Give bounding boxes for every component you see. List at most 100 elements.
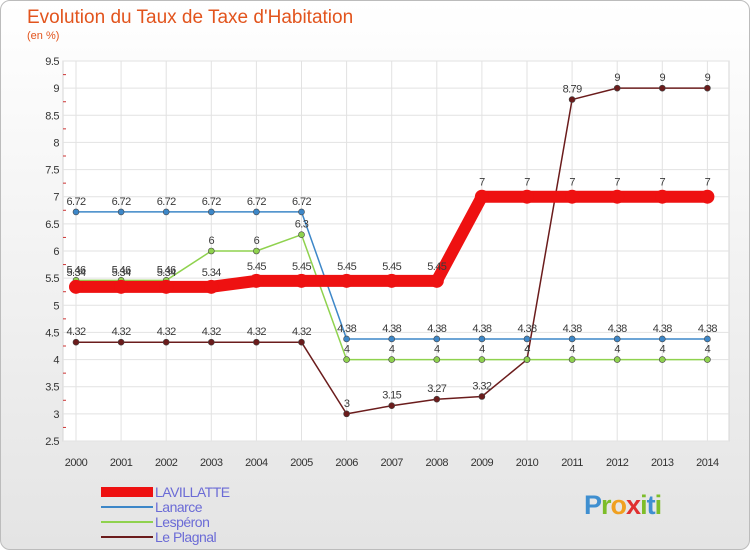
x-tick-label: 2001 <box>110 457 133 469</box>
data-label: 5.34 <box>157 267 176 279</box>
data-label: 4.32 <box>247 326 266 338</box>
y-tick-label: 3.5 <box>45 382 59 394</box>
data-label: 5.46 <box>112 264 131 276</box>
data-label: 6.72 <box>66 196 85 208</box>
data-point <box>433 356 441 363</box>
x-tick-label: 2007 <box>380 457 403 469</box>
data-point <box>568 96 576 103</box>
data-label: 4 <box>479 344 485 356</box>
y-tick-label: 3 <box>53 409 59 421</box>
y-tick-label: 8.5 <box>45 110 59 122</box>
data-point <box>117 338 125 346</box>
data-point <box>429 273 444 288</box>
data-label: 3.27 <box>427 383 446 395</box>
legend-swatch <box>101 486 153 497</box>
data-point <box>388 402 396 410</box>
y-tick-label: 9 <box>53 83 59 95</box>
data-point <box>298 208 305 216</box>
chart-title: Evolution du Taux de Taxe d'Habitation <box>27 7 354 28</box>
data-point <box>568 335 576 343</box>
data-point <box>253 208 260 216</box>
legend-item: Lanarce <box>101 499 230 515</box>
data-point <box>72 338 80 346</box>
data-label: 5.45 <box>337 261 356 273</box>
data-label: 7 <box>569 177 575 189</box>
data-point <box>388 356 396 363</box>
data-point <box>204 279 219 294</box>
data-point <box>343 335 350 343</box>
y-tick-label: 6.5 <box>45 219 59 231</box>
x-tick-label: 2014 <box>696 457 719 469</box>
y-tick-label: 6 <box>53 246 59 258</box>
x-tick-label: 2000 <box>65 457 88 469</box>
data-point <box>523 356 531 363</box>
data-label: 5.34 <box>112 267 131 279</box>
data-label: 7 <box>524 177 530 189</box>
logo-letter: i <box>640 490 647 520</box>
data-label: 3.32 <box>472 380 491 392</box>
data-label: 4.38 <box>382 323 401 335</box>
data-point <box>658 84 666 92</box>
data-point <box>433 335 441 343</box>
y-tick-label: 2.5 <box>45 436 59 448</box>
data-label: 5.46 <box>66 264 85 276</box>
logo-letter: x <box>626 490 641 520</box>
data-label: 6.72 <box>292 196 311 208</box>
data-label: 5.45 <box>382 261 401 273</box>
data-point <box>700 189 715 204</box>
data-label: 4.38 <box>427 323 446 335</box>
data-point <box>478 335 486 343</box>
data-point <box>294 273 309 288</box>
x-tick-label: 2005 <box>290 457 313 469</box>
data-point <box>69 279 83 294</box>
data-label: 4.32 <box>112 326 131 338</box>
legend-label: Le Plagnal <box>155 528 217 545</box>
data-point <box>339 273 354 288</box>
data-point <box>478 356 486 363</box>
data-point <box>162 338 170 346</box>
data-point <box>249 273 264 288</box>
x-tick-label: 2012 <box>606 457 629 469</box>
data-point <box>298 231 305 239</box>
data-point <box>208 247 215 255</box>
data-label: 3 <box>344 398 350 410</box>
data-label: 5.45 <box>247 261 266 273</box>
data-label: 4.38 <box>472 323 491 335</box>
legend-swatch <box>101 520 153 523</box>
y-tick-label: 7 <box>53 192 59 204</box>
y-tick-label: 4 <box>53 355 59 367</box>
data-label: 6 <box>254 235 260 247</box>
legend-swatch <box>101 535 153 538</box>
data-point <box>388 335 396 343</box>
x-tick-label: 2013 <box>651 457 674 469</box>
data-label: 5.34 <box>202 267 221 279</box>
data-point <box>159 279 174 294</box>
data-label: 4.38 <box>337 323 356 335</box>
data-label: 4.32 <box>157 326 176 338</box>
data-label: 5.45 <box>292 261 311 273</box>
data-label: 3.15 <box>382 390 401 402</box>
data-label: 4 <box>660 344 666 356</box>
x-tick-label: 2008 <box>426 457 449 469</box>
data-label: 9 <box>705 72 711 84</box>
data-point <box>253 338 260 346</box>
data-label: 6 <box>209 235 215 247</box>
data-point <box>343 356 350 363</box>
logo-letter: t <box>646 490 656 520</box>
data-label: 4 <box>524 344 530 356</box>
proxiti-logo: Proxiti <box>584 490 662 521</box>
y-tick-label: 5.5 <box>45 273 59 285</box>
data-label: 7 <box>660 177 666 189</box>
x-tick-label: 2002 <box>155 457 178 469</box>
x-tick-label: 2009 <box>471 457 494 469</box>
y-tick-label: 5 <box>53 300 59 312</box>
data-point <box>474 189 489 204</box>
data-label: 4 <box>389 344 395 356</box>
data-label: 4 <box>569 344 575 356</box>
data-label: 5.45 <box>427 261 446 273</box>
logo-letter: o <box>610 490 627 520</box>
data-label: 4.38 <box>563 323 582 335</box>
chart-subtitle: (en %) <box>27 30 60 42</box>
